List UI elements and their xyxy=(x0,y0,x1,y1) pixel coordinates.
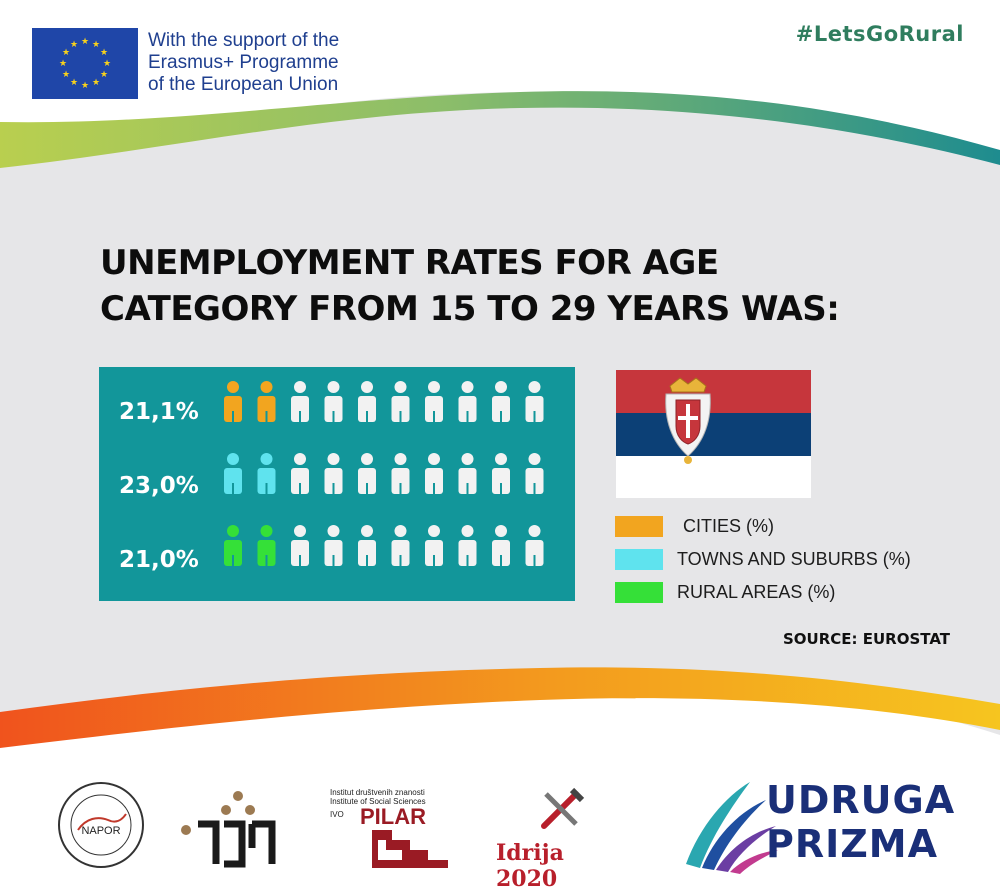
eu-support-text: With the support of the Erasmus+ Program… xyxy=(148,30,408,96)
legend-swatch xyxy=(615,549,663,570)
pilar-line-4: PILAR xyxy=(360,804,426,829)
rate-label-rural: 21,0% xyxy=(119,547,199,573)
person-icon xyxy=(391,525,410,566)
svg-text:★: ★ xyxy=(62,48,70,58)
pilar-stairs-icon xyxy=(372,830,448,868)
napor-text: NAPOR xyxy=(81,825,120,837)
person-icon xyxy=(391,453,410,494)
person-icon xyxy=(458,381,477,422)
legend-label: RURAL AREAS (%) xyxy=(677,582,836,602)
hupo-logo xyxy=(181,791,276,868)
title-line-1: UNEMPLOYMENT RATES FOR AGE xyxy=(100,243,719,283)
svg-text:★: ★ xyxy=(100,48,108,58)
person-icon xyxy=(525,453,544,494)
eu-flag-icon: ★ ★ ★ ★ ★ ★ ★ ★ ★ ★ ★ ★ xyxy=(32,28,138,99)
person-icon xyxy=(224,453,242,494)
person-icon xyxy=(358,381,376,422)
person-icon xyxy=(425,381,443,422)
svg-text:★: ★ xyxy=(100,70,108,80)
serbia-flag-icon xyxy=(616,370,811,498)
svg-text:★: ★ xyxy=(59,59,67,69)
prizma-rays-icon xyxy=(686,782,778,874)
pictogram-panel: 21,1% 23,0% 21,0% xyxy=(99,367,575,601)
person-icon xyxy=(425,525,443,566)
person-icon xyxy=(224,525,242,566)
rate-label-cities: 21,1% xyxy=(119,399,199,425)
person-icon xyxy=(492,525,510,566)
person-icon xyxy=(458,525,477,566)
svg-text:★: ★ xyxy=(103,59,111,69)
prizma-logo: UDRUGA PRIZMA xyxy=(680,776,954,876)
napor-logo: NAPOR xyxy=(58,782,144,868)
idrija-text: Idrija 2020 xyxy=(496,840,564,892)
svg-text:★: ★ xyxy=(92,78,100,88)
pilar-line-3: IVO xyxy=(330,810,344,819)
person-icon xyxy=(257,381,276,422)
prizma-line-1: UDRUGA xyxy=(766,778,956,822)
legend-label: CITIES (%) xyxy=(683,516,775,536)
svg-text:★: ★ xyxy=(70,40,78,50)
legend-swatch xyxy=(615,582,663,603)
eu-text-line: With the support of the xyxy=(148,30,340,51)
person-icon xyxy=(358,453,376,494)
hammer-pencil-icon xyxy=(541,787,585,829)
person-icon xyxy=(425,453,443,494)
legend-item-towns: TOWNS AND SUBURBS (%) xyxy=(615,543,911,576)
person-icon xyxy=(257,525,276,566)
person-icon xyxy=(257,453,276,494)
person-icon xyxy=(291,381,309,422)
legend-item-cities: CITIES (%) xyxy=(615,510,911,543)
title-line-2: CATEGORY FROM 15 TO 29 YEARS WAS: xyxy=(100,289,840,329)
person-icon xyxy=(492,381,510,422)
legend-swatch xyxy=(615,516,663,537)
pilar-line-1: Institut društvenih znanosti xyxy=(330,788,425,797)
svg-text:★: ★ xyxy=(81,37,89,47)
person-icon xyxy=(324,453,343,494)
person-icons xyxy=(224,381,544,566)
person-icon xyxy=(291,453,309,494)
eu-text-line: Erasmus+ Programme xyxy=(148,52,339,73)
svg-text:★: ★ xyxy=(92,40,100,50)
person-icon xyxy=(358,525,376,566)
person-icon xyxy=(324,525,343,566)
person-icon xyxy=(458,453,477,494)
person-icon xyxy=(324,381,343,422)
legend-label: TOWNS AND SUBURBS (%) xyxy=(677,549,911,569)
person-icon xyxy=(525,381,544,422)
legend: CITIES (%) TOWNS AND SUBURBS (%) RURAL A… xyxy=(615,510,911,609)
eu-text-line: of the European Union xyxy=(148,74,339,95)
source-note: SOURCE: EUROSTAT xyxy=(782,630,950,648)
person-icon xyxy=(291,525,309,566)
hashtag: #LetsGoRural xyxy=(795,22,964,46)
svg-text:★: ★ xyxy=(62,70,70,80)
pilar-line-2: Institute of Social Sciences xyxy=(330,797,426,806)
person-icon xyxy=(525,525,544,566)
person-icon xyxy=(492,453,510,494)
prizma-line-2: PRIZMA xyxy=(766,822,939,866)
person-icon xyxy=(391,381,410,422)
pilar-logo: Institut društvenih znanosti Institute o… xyxy=(330,788,450,868)
svg-text:★: ★ xyxy=(70,78,78,88)
svg-text:★: ★ xyxy=(81,81,89,91)
rate-label-towns: 23,0% xyxy=(119,473,199,499)
legend-item-rural: RURAL AREAS (%) xyxy=(615,576,911,609)
page-title: UNEMPLOYMENT RATES FOR AGE CATEGORY FROM… xyxy=(100,240,980,332)
person-icon xyxy=(224,381,242,422)
idrija-logo: Idrija 2020 xyxy=(492,780,632,892)
